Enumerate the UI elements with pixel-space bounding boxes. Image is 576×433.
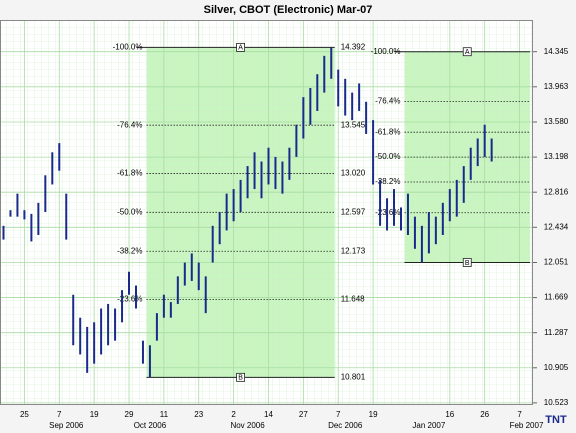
fib-marker-box	[462, 258, 472, 267]
x-tick-label: 26	[480, 410, 489, 419]
fib-marker: A	[465, 49, 470, 56]
y-tick-label: 13.580	[544, 117, 569, 126]
x-tick-label: 29	[125, 410, 134, 419]
fib-price-label: 11.648	[341, 295, 365, 304]
month-label: Feb 2007	[510, 421, 544, 430]
y-tick-label: 11.669	[544, 293, 568, 302]
chart-title: Silver, CBOT (Electronic) Mar-07	[204, 4, 373, 16]
fib-level-label: -76.4%	[117, 120, 142, 129]
fib-level-label: -61.8%	[375, 127, 400, 136]
x-tick-label: 16	[445, 410, 454, 419]
y-tick-label: 13.198	[544, 152, 569, 161]
month-label: Jan 2007	[412, 421, 445, 430]
y-tick-label: 11.287	[544, 328, 568, 337]
fib-level-label: -23.6%	[117, 295, 142, 304]
fib-price-label: 13.545	[341, 120, 366, 129]
y-tick-label: 13.963	[544, 82, 569, 91]
fib-marker-box	[236, 372, 245, 382]
x-tick-label: 19	[369, 410, 378, 419]
month-label: Dec 2006	[328, 421, 363, 430]
y-tick-label: 12.434	[544, 222, 569, 231]
month-label: Sep 2006	[49, 421, 84, 430]
fib-marker-box	[462, 47, 472, 57]
plot-frame	[0, 20, 533, 405]
month-label: Oct 2006	[134, 421, 167, 430]
fib-level-label: -61.8%	[117, 169, 142, 178]
x-tick-label: 7	[57, 410, 62, 419]
fib-marker: B	[465, 260, 470, 267]
fib-level-label: -50.0%	[375, 152, 400, 161]
y-tick-label: 10.905	[544, 363, 569, 372]
fib-marker-box	[236, 42, 245, 52]
x-tick-label: 23	[194, 410, 203, 419]
y-tick-label: 14.345	[544, 47, 569, 56]
fib-level-label: -76.4%	[375, 97, 400, 106]
fib-level-label: -100.0%	[113, 42, 143, 51]
fib-price-label: 10.801	[341, 372, 366, 381]
x-tick-label: 25	[20, 410, 29, 419]
x-tick-label: 7	[517, 410, 522, 419]
fib-marker: B	[238, 375, 243, 382]
fib-price-label: 13.020	[341, 169, 366, 178]
fib-marker: A	[238, 45, 243, 52]
month-label: Nov 2006	[230, 421, 265, 430]
x-tick-label: 14	[264, 410, 273, 419]
x-tick-label: 11	[160, 410, 169, 419]
logo: TNT	[545, 414, 567, 426]
x-tick-label: 27	[299, 410, 308, 419]
fib-price-label: 12.173	[341, 246, 366, 255]
fib-level-label: -50.0%	[117, 207, 142, 216]
x-tick-label: 7	[336, 410, 341, 419]
y-tick-label: 10.523	[544, 398, 569, 407]
y-tick-label: 12.051	[544, 258, 569, 267]
x-tick-label: 2	[231, 410, 236, 419]
fib-level-label: -38.2%	[375, 177, 400, 186]
fib-level-label: -38.2%	[117, 246, 142, 255]
fib-level-label: -100.0%	[371, 47, 401, 56]
y-tick-label: 12.816	[544, 187, 569, 196]
fib-price-label: 12.597	[341, 207, 366, 216]
fib-price-label: 14.392	[341, 42, 366, 51]
x-tick-label: 19	[90, 410, 99, 419]
